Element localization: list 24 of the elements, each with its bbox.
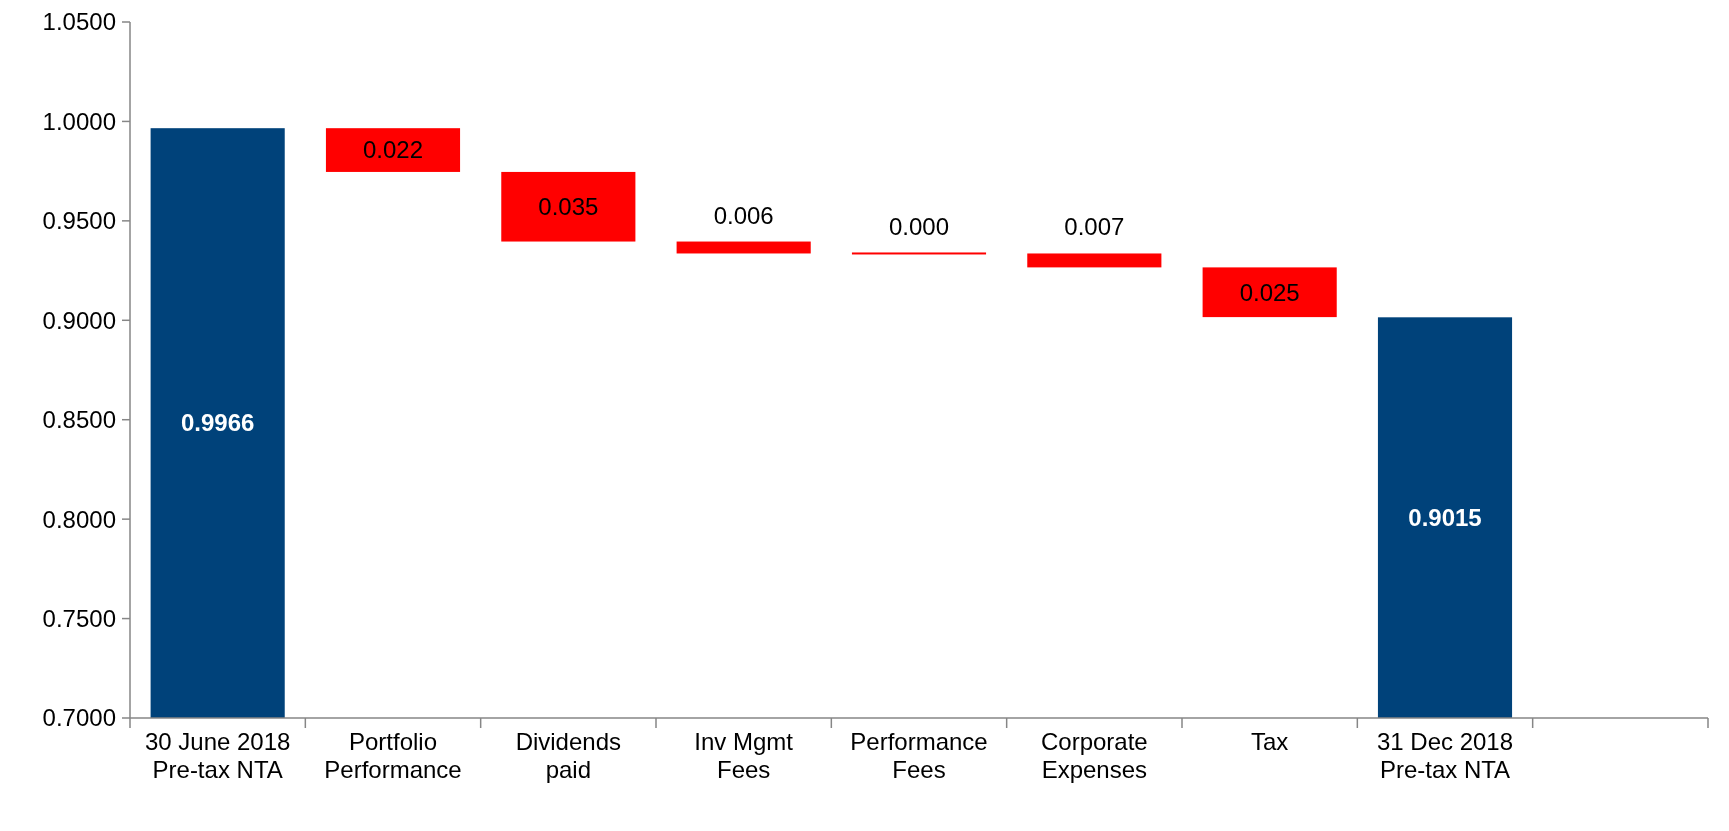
y-tick-label: 1.0000 — [42, 107, 116, 135]
x-tick-label: Corporate Expenses — [1040, 728, 1148, 783]
data-label: 0.006 — [713, 201, 774, 229]
x-tick-label: Tax — [1250, 728, 1289, 755]
y-tick-label: 0.8500 — [42, 406, 116, 434]
y-tick-label: 1.0500 — [42, 8, 116, 36]
data-label: 0.9015 — [1408, 504, 1482, 532]
data-label: 0.000 — [888, 213, 950, 241]
x-tick-label: Dividends paid — [515, 728, 622, 783]
data-label: 0.035 — [538, 193, 599, 221]
y-tick-label: 0.7000 — [42, 704, 116, 732]
x-tick-label: 30 June 2018 Pre-tax NTA — [144, 728, 291, 783]
y-tick-label: 0.9000 — [42, 306, 116, 334]
data-label: 0.022 — [362, 136, 424, 164]
y-tick-label: 0.8000 — [42, 505, 116, 533]
data-label: 0.9966 — [180, 409, 255, 437]
x-tick-label: Inv Mgmt Fees — [694, 728, 794, 783]
data-label: 0.007 — [1064, 213, 1125, 241]
y-tick-label: 0.7500 — [42, 604, 116, 632]
x-tick-label: Performance Fees — [850, 728, 988, 783]
x-tick-label: Portfolio Performance — [324, 728, 462, 783]
y-tick-label: 0.9500 — [42, 207, 116, 235]
data-label: 0.025 — [1239, 278, 1300, 306]
x-tick-label: 31 Dec 2018 Pre-tax NTA — [1376, 728, 1514, 783]
